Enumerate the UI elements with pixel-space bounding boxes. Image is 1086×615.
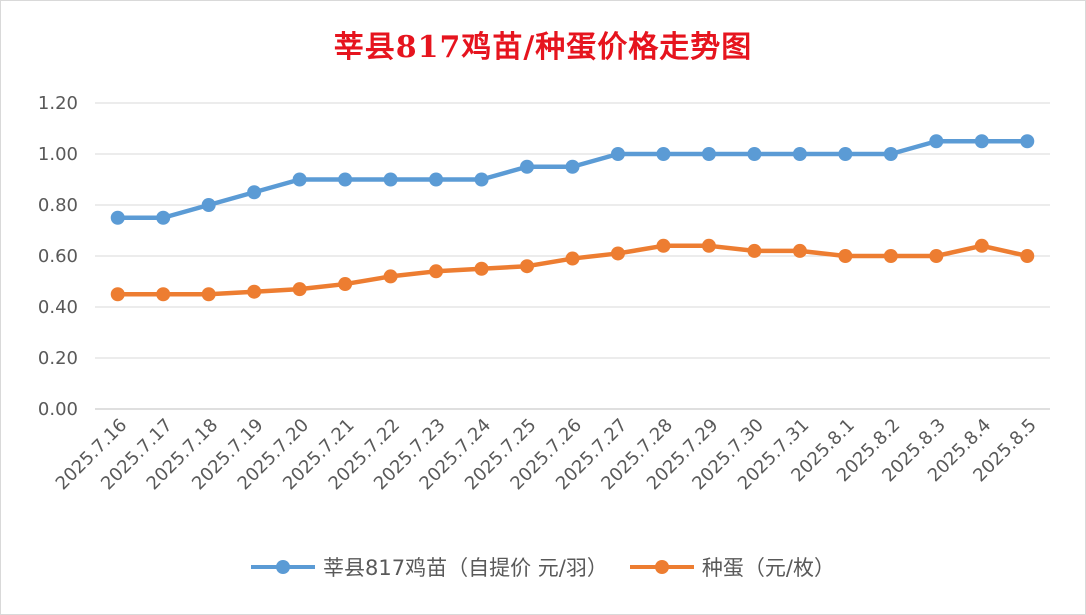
data-point-egg [883,249,898,263]
legend-label-chick: 莘县817鸡苗（自提价 元/羽） [323,556,608,580]
data-point-chick [974,134,989,149]
data-point-chick [383,172,398,187]
data-point-egg [974,238,989,253]
y-tick-label: 0.60 [38,246,78,267]
legend-swatch-egg [629,560,694,574]
data-point-chick [565,159,580,174]
data-point-chick [610,147,625,161]
data-point-chick [429,172,444,187]
chart-title: 莘县817鸡苗/种蛋价格走势图 [333,30,753,65]
legend-swatch-chick [251,560,316,574]
data-point-egg [656,238,671,253]
legend-item-egg: 种蛋（元/枚） [629,552,835,582]
data-point-chick [247,185,262,200]
data-point-chick [474,172,489,187]
data-point-egg [383,269,398,284]
data-point-egg [338,277,353,292]
data-point-egg [292,282,307,297]
y-tick-label: 0.20 [38,348,78,369]
data-point-egg [838,249,853,263]
data-point-chick [338,172,353,187]
data-point-egg [929,249,944,263]
data-point-egg [201,287,216,302]
data-point-chick [156,210,171,225]
y-tick-label: 0.40 [38,297,78,318]
data-point-chick [701,147,716,161]
data-point-chick [201,198,216,212]
data-point-egg [247,284,262,299]
data-point-egg [474,261,489,276]
data-point-chick [520,159,535,174]
data-point-egg [520,259,535,274]
y-tick-label: 0.00 [38,399,78,420]
data-point-chick [656,147,671,161]
data-point-egg [1020,249,1035,263]
legend: 莘县817鸡苗（自提价 元/羽） 种蛋（元/枚） [0,552,1086,582]
data-point-egg [110,287,125,302]
data-point-chick [838,147,853,161]
data-point-chick [883,147,898,161]
y-tick-label: 0.80 [38,195,78,216]
data-point-chick [110,210,125,225]
data-point-egg [156,287,171,302]
data-point-chick [1020,134,1035,149]
legend-label-egg: 种蛋（元/枚） [701,556,835,580]
data-point-egg [747,243,762,258]
data-point-chick [929,134,944,149]
y-tick-label: 1.00 [38,144,78,165]
data-point-egg [610,246,625,261]
data-point-egg [701,238,716,253]
data-point-chick [292,172,307,187]
data-point-chick [792,147,807,161]
legend-item-chick: 莘县817鸡苗（自提价 元/羽） [251,552,608,582]
data-point-egg [429,264,444,279]
data-point-chick [747,147,762,161]
data-point-egg [792,243,807,258]
y-tick-label: 1.20 [38,93,78,114]
data-point-egg [565,251,580,266]
